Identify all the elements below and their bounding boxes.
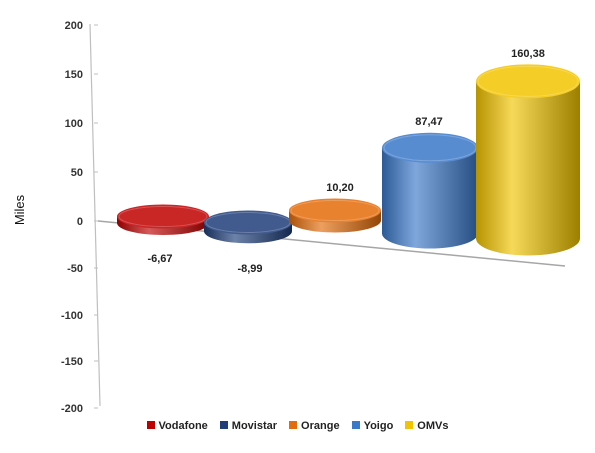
bar-cap — [289, 198, 381, 223]
bar-cap — [117, 204, 209, 229]
bar-cap-highlight — [118, 206, 208, 227]
legend-item-omvs: OMVs — [405, 420, 448, 432]
bar-body — [382, 147, 479, 249]
y-tick-label: -200 — [61, 403, 83, 415]
legend-item-yoigo: Yoigo — [351, 420, 394, 432]
y-tick-label: -150 — [61, 356, 83, 368]
bar-orange — [289, 198, 381, 233]
chart: 200 150 100 50 0 -50 -100 -150 -200 Miles -6,67 -8… — [12, 20, 580, 415]
y-tick-label: 200 — [65, 20, 83, 32]
bar-cap-highlight — [477, 65, 579, 97]
y-tick-label: -100 — [61, 310, 83, 322]
bar-cap — [204, 210, 292, 235]
bar-movistar — [204, 210, 292, 244]
legend: Vodafone Movistar Orange Yoigo OMVs — [0, 420, 595, 432]
data-label: -8,99 — [237, 263, 262, 275]
y-tick-label: 0 — [77, 216, 83, 228]
y-tick-label: 100 — [65, 118, 83, 130]
bar-cap — [476, 64, 580, 99]
legend-swatch — [405, 421, 414, 429]
y-axis-title: Miles — [12, 194, 27, 225]
legend-swatch — [289, 421, 298, 429]
legend-swatch — [351, 421, 360, 429]
legend-label: Movistar — [231, 420, 278, 432]
legend-item-movistar: Movistar — [219, 420, 278, 432]
bar-vodafone — [117, 204, 209, 236]
legend-label: OMVs — [417, 420, 449, 432]
bar-body — [476, 81, 580, 256]
legend-swatch — [219, 421, 228, 429]
data-label: 10,20 — [326, 182, 354, 194]
bar-yoigo — [382, 132, 479, 249]
bar-cap — [382, 132, 478, 163]
legend-label: Vodafone — [158, 420, 208, 432]
data-label: -6,67 — [147, 253, 172, 265]
y-tick-label: 150 — [65, 69, 83, 81]
bar-omvs — [476, 64, 580, 256]
legend-item-vodafone: Vodafone — [146, 420, 208, 432]
bar-cap-highlight — [290, 200, 380, 222]
legend-label: Orange — [301, 420, 340, 432]
data-labels: -6,67 -8,99 10,20 87,47 160,38 — [147, 48, 544, 275]
y-axis-line — [89, 23, 101, 407]
legend-item-orange: Orange — [289, 420, 340, 432]
legend-swatch — [146, 421, 155, 429]
bars — [117, 64, 580, 256]
y-tick-label: -50 — [67, 263, 83, 275]
data-label: 87,47 — [415, 116, 443, 128]
legend-label: Yoigo — [363, 420, 394, 432]
data-label: 160,38 — [511, 48, 545, 60]
y-tick-label: 50 — [71, 167, 83, 179]
